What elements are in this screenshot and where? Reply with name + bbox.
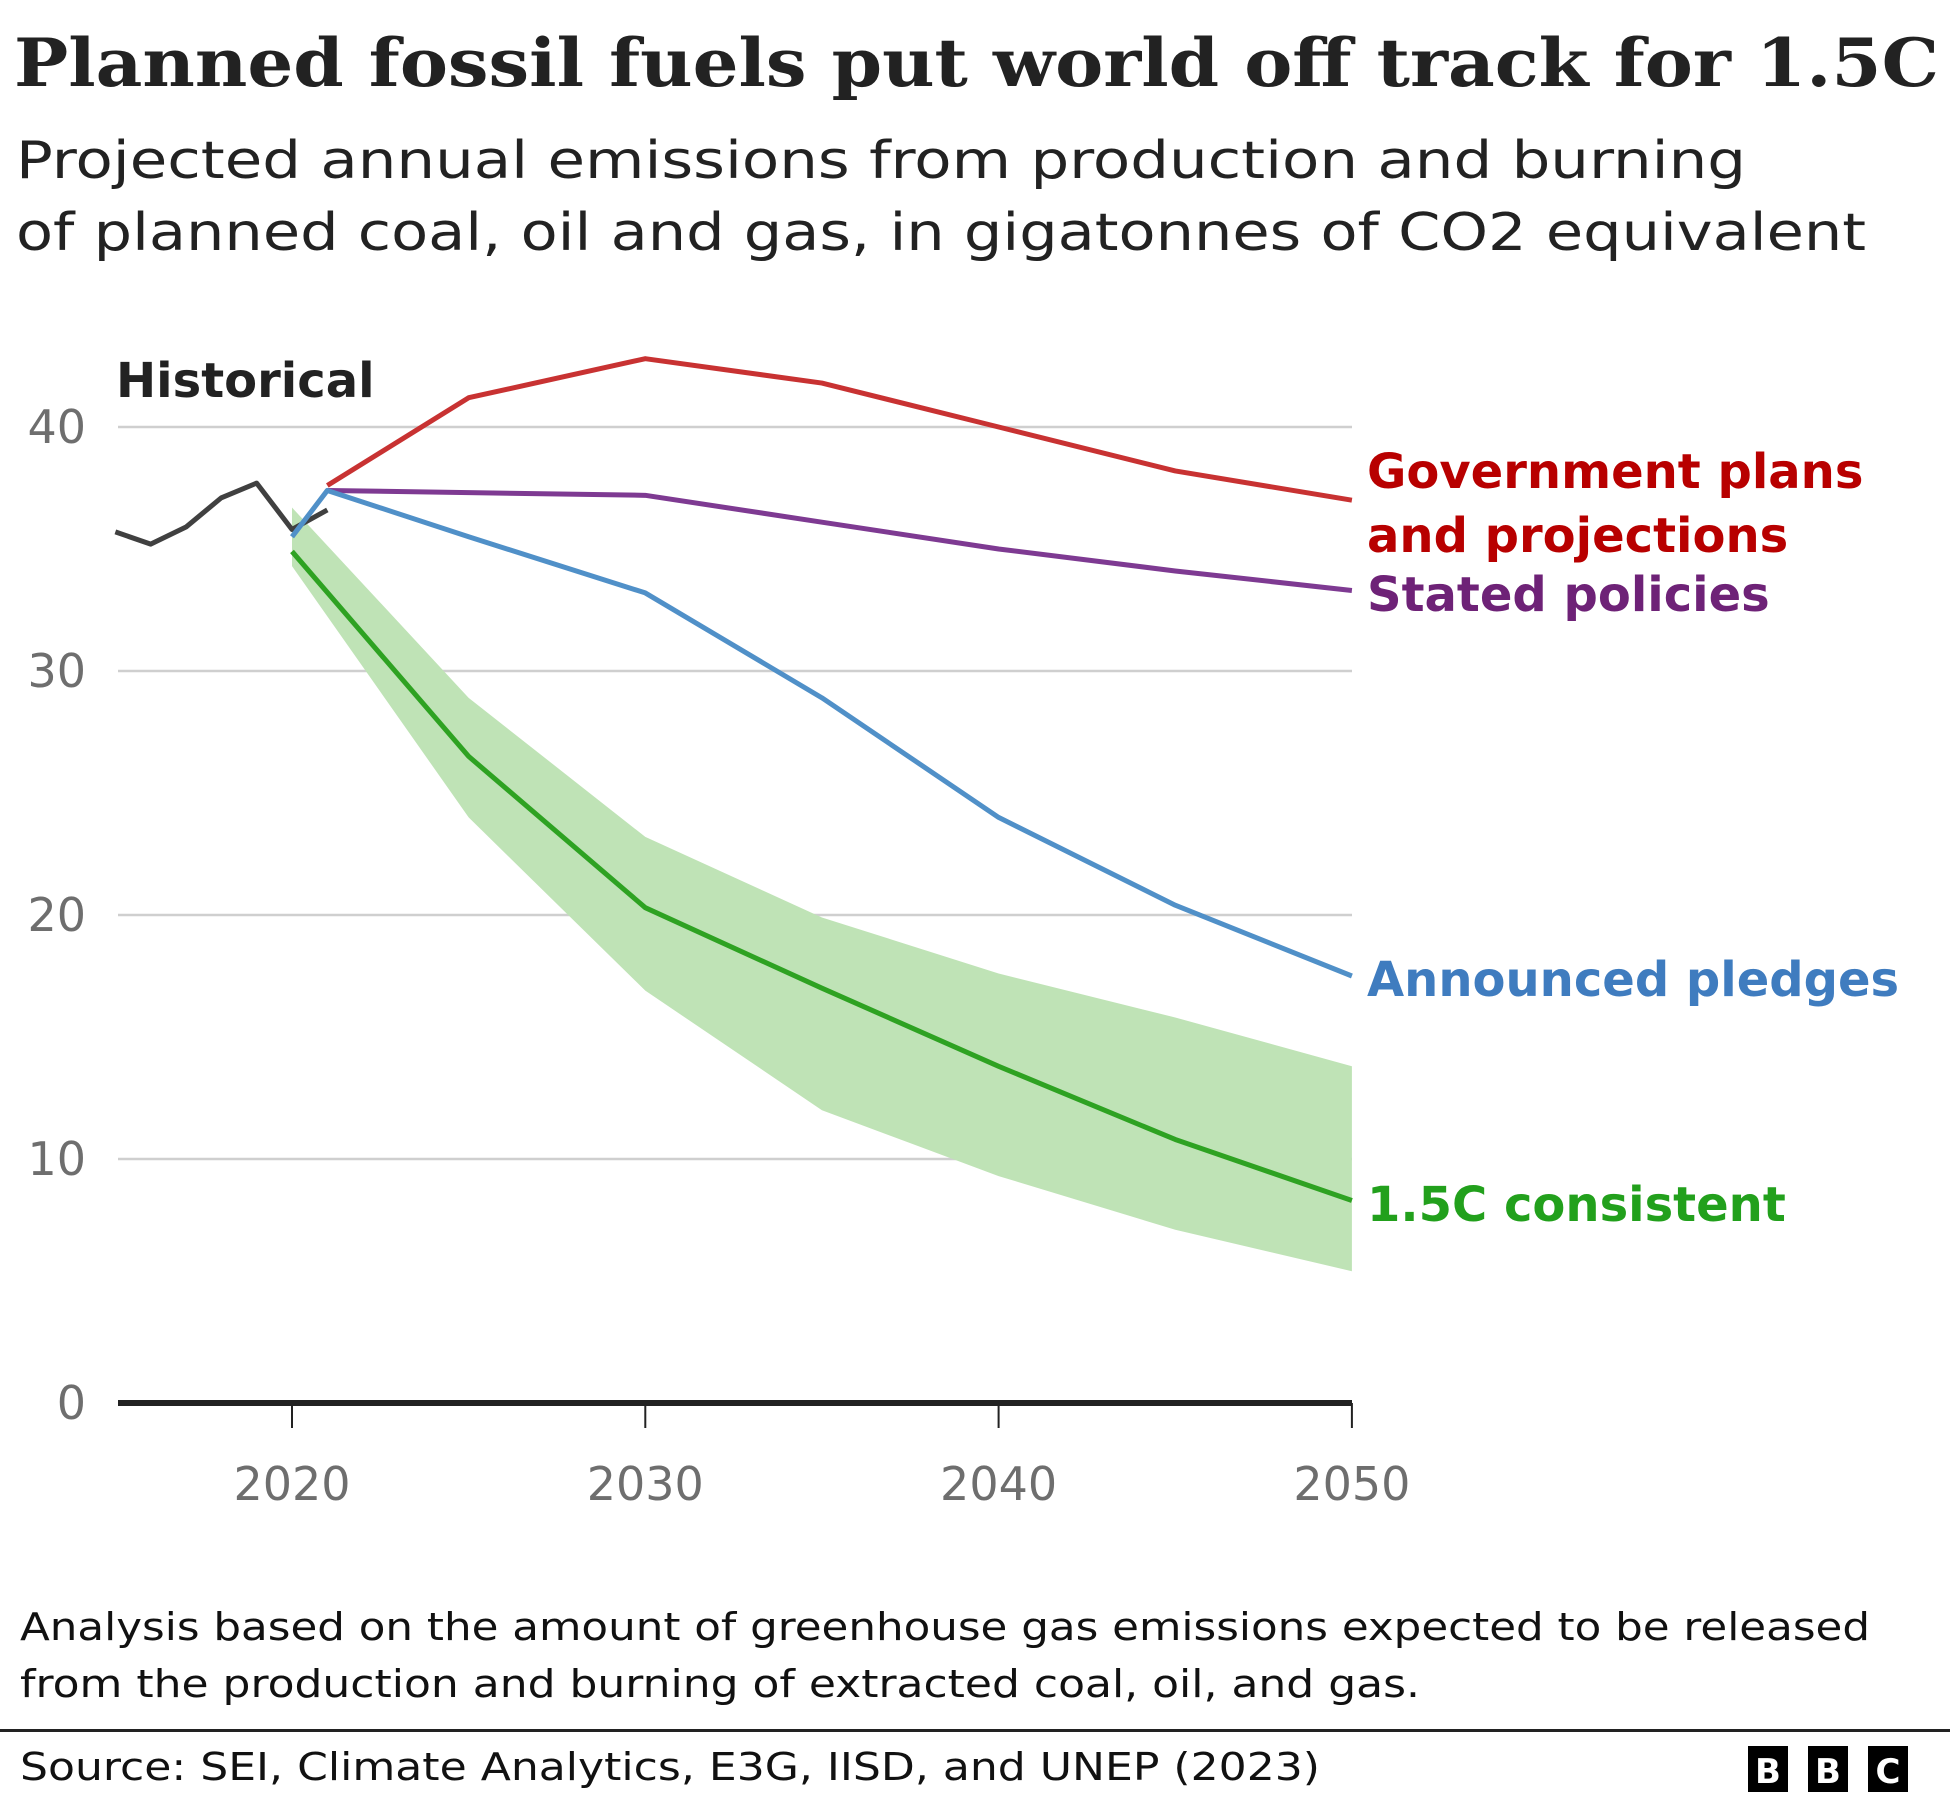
bbc-logo-letter: B <box>1815 1752 1841 1792</box>
label-government-plans-2: and projections <box>1367 508 1788 564</box>
label-stated-policies: Stated policies <box>1367 567 1770 623</box>
y-tick-label: 20 <box>27 888 86 942</box>
gridlines: 0 10 20 30 40 <box>27 400 1352 1430</box>
chart-subtitle-line-2: of planned coal, oil and gas, in gigaton… <box>16 203 1866 263</box>
bbc-logo-letter: C <box>1876 1752 1901 1792</box>
range-band-1-5c <box>292 507 1352 1272</box>
footnote-line-2: from the production and burning of extra… <box>20 1662 1420 1706</box>
y-tick-label: 10 <box>27 1132 86 1186</box>
x-tick-label: 2030 <box>587 1457 704 1511</box>
y-tick-label: 0 <box>57 1376 86 1430</box>
x-tick-label: 2020 <box>233 1457 350 1511</box>
x-tick-label: 2050 <box>1293 1457 1410 1511</box>
footnote-line-1: Analysis based on the amount of greenhou… <box>20 1605 1870 1649</box>
historical-label: Historical <box>116 353 375 409</box>
label-government-plans-1: Government plans <box>1367 444 1863 500</box>
y-tick-label: 40 <box>27 400 86 454</box>
source-text: Source: SEI, Climate Analytics, E3G, IIS… <box>20 1745 1320 1789</box>
series-lines <box>114 356 1353 1203</box>
footer-rule <box>0 1729 1950 1732</box>
series-line-stated-policies <box>327 487 1353 593</box>
label-1-5c-consistent: 1.5C consistent <box>1367 1177 1786 1233</box>
series-line-announced-pledges <box>290 487 1353 979</box>
chart-subtitle-line-1: Projected annual emissions from producti… <box>16 131 1746 191</box>
x-tick-label: 2040 <box>940 1457 1057 1511</box>
series-line-government-plans-and-projections <box>326 356 1353 503</box>
bbc-logo-letter: B <box>1755 1752 1781 1792</box>
series-line-1-5c-consistent <box>290 549 1353 1203</box>
range-band <box>292 507 1352 1272</box>
chart-title: Planned fossil fuels put world off track… <box>14 24 1939 102</box>
bbc-logo: B B C <box>1748 1746 1908 1792</box>
x-axis: 2020 2030 2040 2050 <box>118 1400 1410 1511</box>
y-tick-label: 30 <box>27 644 86 698</box>
label-announced-pledges: Announced pledges <box>1367 952 1899 1008</box>
series-line-historical <box>114 480 329 547</box>
